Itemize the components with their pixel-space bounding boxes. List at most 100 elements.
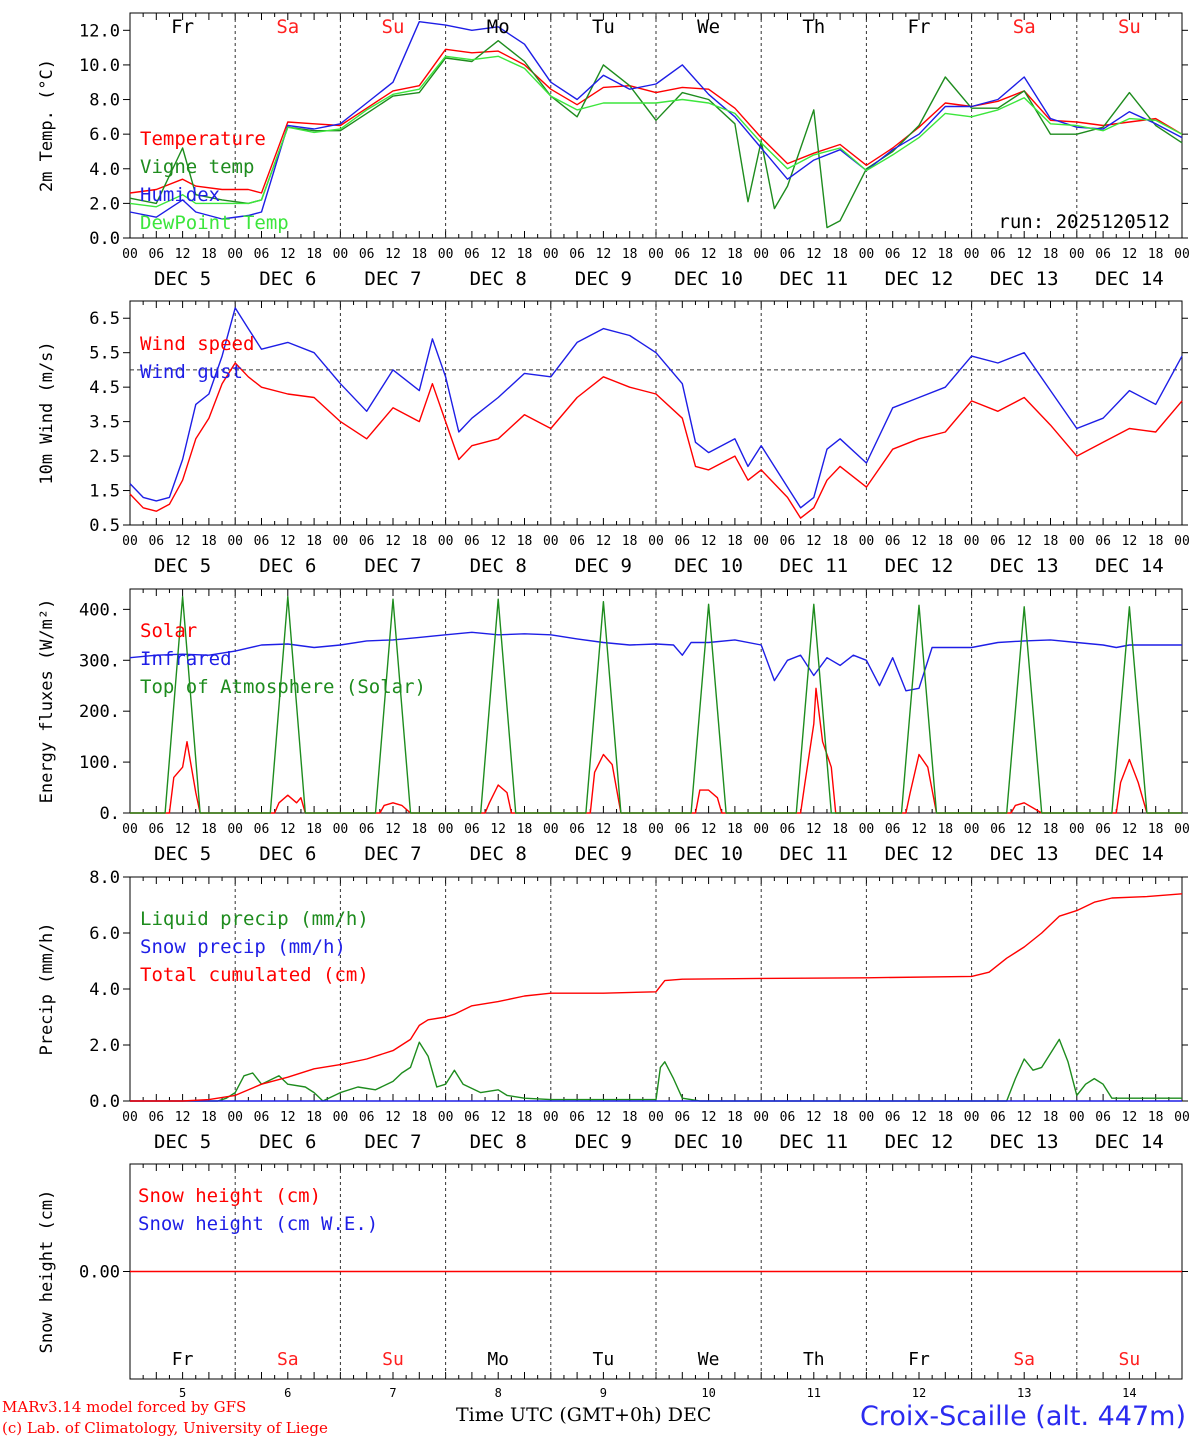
date-label: DEC 7 — [364, 843, 421, 865]
hour-label: 00 — [1069, 534, 1085, 549]
hour-label: 12 — [806, 247, 822, 262]
y-tick-label: 6.0 — [89, 125, 120, 145]
model-credit-line: MARv3.14 model forced by GFS — [2, 1398, 247, 1416]
hour-label: 06 — [359, 247, 375, 262]
date-label: DEC 9 — [575, 843, 632, 865]
hour-label: 06 — [780, 247, 796, 262]
hour-label: 06 — [359, 1110, 375, 1125]
date-label: DEC 11 — [779, 1131, 848, 1153]
legend-entry: Top of Atmosphere (Solar) — [140, 676, 426, 698]
hour-label: 06 — [148, 534, 164, 549]
hour-label: 00 — [859, 1110, 875, 1125]
hour-label: 06 — [885, 534, 901, 549]
hour-label: 00 — [753, 534, 769, 549]
hour-label: 06 — [990, 247, 1006, 262]
y-tick-label: 4.5 — [89, 378, 120, 398]
date-label: DEC 12 — [885, 555, 954, 577]
hour-label: 12 — [1016, 534, 1032, 549]
legend-entry: Infrared — [140, 648, 232, 670]
hour-label: 00 — [227, 822, 243, 837]
lab-credit-line: (c) Lab. of Climatology, University of L… — [2, 1419, 328, 1437]
series-dewpoint-temp — [129, 55, 1183, 208]
hour-label: 00 — [227, 534, 243, 549]
hour-label: 18 — [832, 247, 848, 262]
hour-label: 06 — [885, 1110, 901, 1125]
hour-label: 12 — [175, 822, 191, 837]
y-tick-label: 10.0 — [79, 56, 120, 76]
y-tick-label: 400. — [79, 600, 120, 620]
hour-label: 12 — [280, 247, 296, 262]
hour-label: 06 — [569, 822, 585, 837]
hour-label: 18 — [517, 534, 533, 549]
hour-label: 06 — [780, 534, 796, 549]
hour-label: 12 — [596, 1110, 612, 1125]
date-label: DEC 7 — [364, 268, 421, 290]
date-label: DEC 6 — [259, 1131, 316, 1153]
hour-label: 00 — [333, 534, 349, 549]
day-number-label: 8 — [495, 1386, 502, 1400]
hour-label: 00 — [1174, 822, 1190, 837]
hour-label: 12 — [280, 534, 296, 549]
hour-label: 06 — [674, 247, 690, 262]
hour-label: 00 — [438, 247, 454, 262]
hour-label: 18 — [201, 247, 217, 262]
hour-label: 00 — [648, 247, 664, 262]
hour-label: 18 — [1043, 534, 1059, 549]
date-label: DEC 9 — [575, 268, 632, 290]
y-tick-label: 6.0 — [89, 924, 120, 944]
hour-label: 18 — [517, 247, 533, 262]
legend-entry: Vigne temp — [140, 156, 254, 178]
hour-label: 18 — [622, 1110, 638, 1125]
hour-label: 00 — [1069, 247, 1085, 262]
hour-label: 12 — [701, 247, 717, 262]
date-label: DEC 5 — [154, 843, 211, 865]
station-title: Croix-Scaille (alt. 447m) — [859, 1401, 1186, 1432]
hour-label: 06 — [359, 822, 375, 837]
hour-label: 06 — [254, 822, 270, 837]
date-label: DEC 14 — [1095, 843, 1164, 865]
hour-label: 00 — [1069, 1110, 1085, 1125]
hour-label: 00 — [1174, 1110, 1190, 1125]
series-top-of-atmosphere-solar- — [130, 595, 1182, 814]
hour-label: 06 — [148, 247, 164, 262]
hour-label: 06 — [990, 1110, 1006, 1125]
hour-label: 00 — [543, 534, 559, 549]
legend-entry: Snow precip (mm/h) — [140, 936, 346, 958]
hour-label: 18 — [1043, 247, 1059, 262]
y-tick-label: 8.0 — [89, 868, 120, 888]
hour-label: 12 — [596, 534, 612, 549]
date-label: DEC 14 — [1095, 555, 1164, 577]
hour-label: 06 — [569, 534, 585, 549]
legend-entry: Wind speed — [140, 333, 254, 355]
day-of-week-label: Mo — [487, 16, 510, 38]
hour-label: 18 — [201, 1110, 217, 1125]
date-label: DEC 10 — [674, 843, 743, 865]
panel-precip — [123, 876, 1188, 1102]
date-label: DEC 7 — [364, 555, 421, 577]
day-of-week-label: Tu — [593, 1349, 615, 1370]
run-label: run: 2025120512 — [998, 211, 1170, 233]
hour-label: 12 — [1016, 822, 1032, 837]
date-label: DEC 5 — [154, 268, 211, 290]
day-of-week-label: Sa — [276, 16, 299, 38]
hour-label: 12 — [385, 534, 401, 549]
hour-label: 06 — [254, 1110, 270, 1125]
hour-label: 06 — [464, 247, 480, 262]
hour-label: 12 — [490, 1110, 506, 1125]
date-label: DEC 5 — [154, 555, 211, 577]
hour-label: 18 — [306, 1110, 322, 1125]
hour-label: 06 — [674, 822, 690, 837]
date-label: DEC 8 — [470, 1131, 527, 1153]
hour-label: 12 — [280, 1110, 296, 1125]
day-of-week-label: Su — [382, 16, 405, 38]
date-label: DEC 14 — [1095, 1131, 1164, 1153]
day-of-week-label: Fr — [908, 1349, 930, 1370]
hour-label: 12 — [911, 247, 927, 262]
day-of-week-label: Fr — [172, 1349, 194, 1370]
hour-label: 00 — [438, 1110, 454, 1125]
legend-entry: Temperature — [140, 128, 266, 150]
hour-label: 06 — [1095, 822, 1111, 837]
hour-label: 00 — [859, 822, 875, 837]
hour-label: 18 — [937, 1110, 953, 1125]
hour-label: 06 — [569, 247, 585, 262]
